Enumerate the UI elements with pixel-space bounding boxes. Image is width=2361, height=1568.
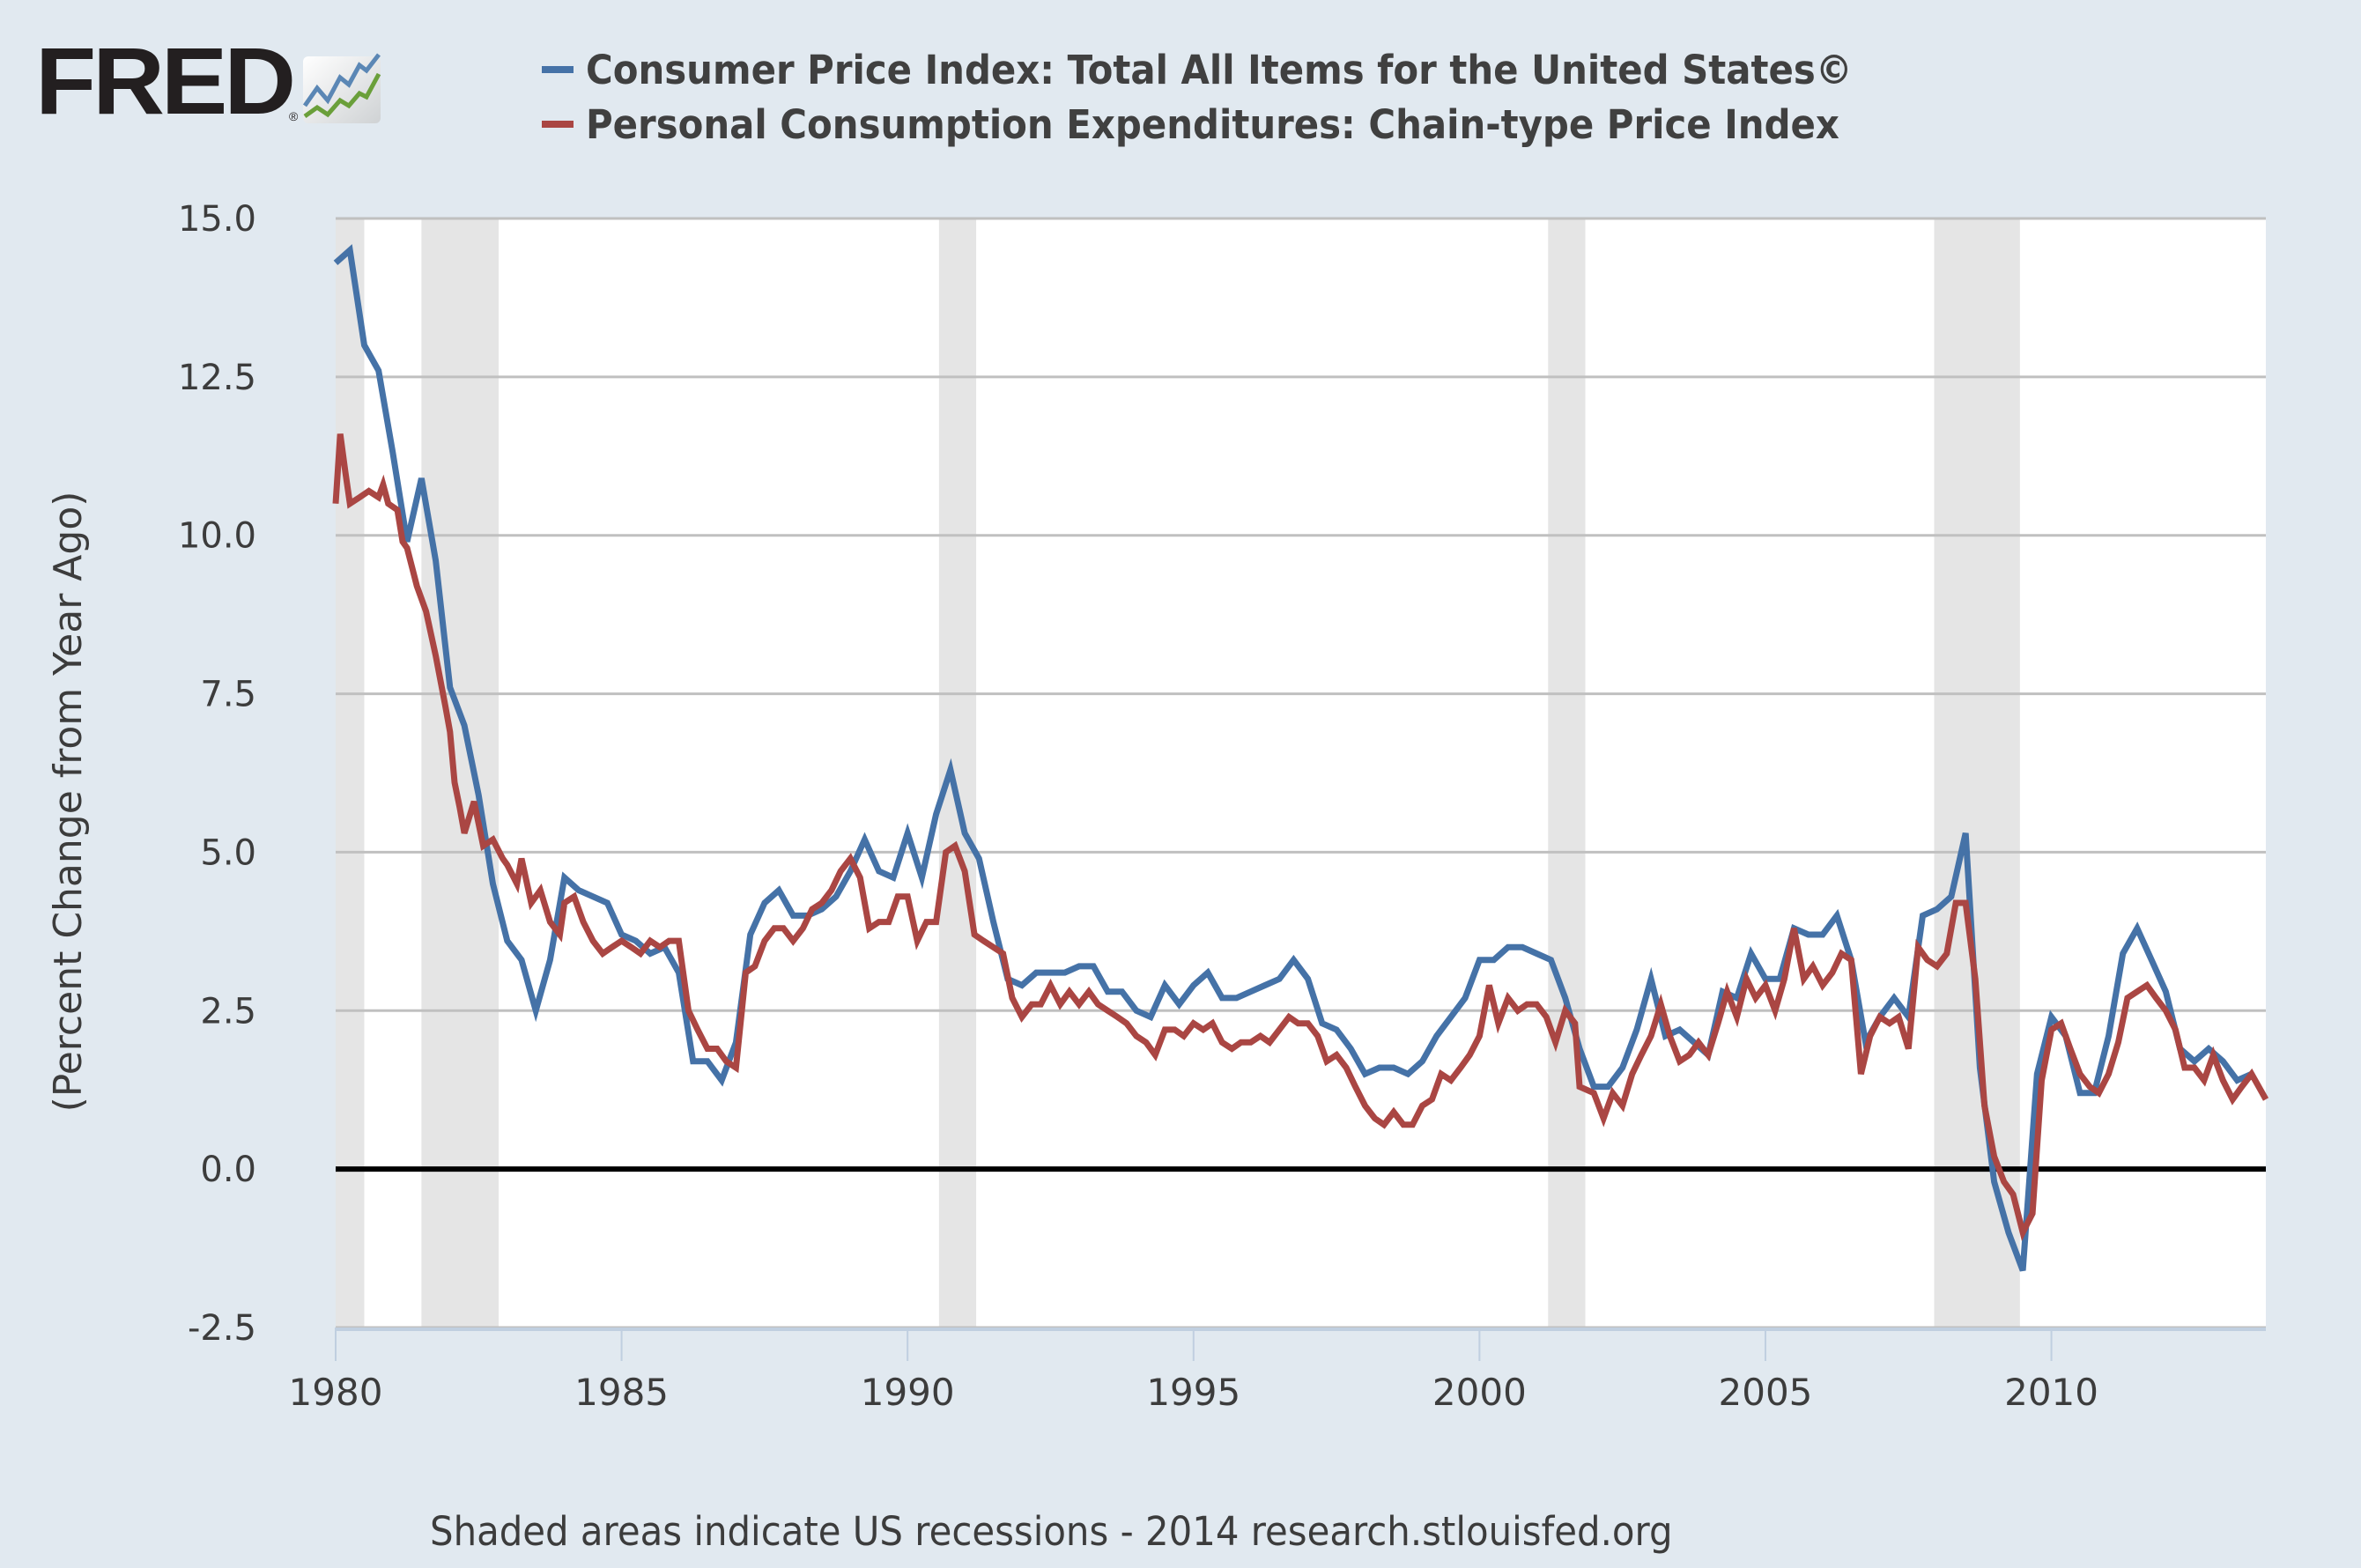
x-tick-label: 2005 xyxy=(1719,1371,1813,1414)
legend-item-pce[interactable]: Personal Consumption Expenditures: Chain… xyxy=(542,97,1948,152)
legend-swatch-pce xyxy=(542,121,574,128)
chart-legend: Consumer Price Index: Total All Items fo… xyxy=(542,42,1948,152)
fred-logo: FRED ® xyxy=(35,33,382,129)
recession-shading xyxy=(336,218,2020,1328)
fred-logo-text: FRED xyxy=(35,27,296,134)
axes: -2.5 0.0 2.5 5.0 7.5 10.0 12.5 15.0 1980 1985 1990… xyxy=(178,199,2266,1414)
x-tick-label: 1995 xyxy=(1146,1371,1240,1414)
series-line-cpi xyxy=(333,244,2254,1272)
recession-band xyxy=(1548,218,1586,1328)
recession-band xyxy=(336,218,365,1328)
series-line-pce xyxy=(332,433,2269,1241)
y-tick-label: 10.0 xyxy=(178,516,256,557)
y-tick-label: 2.5 xyxy=(200,991,256,1032)
legend-label-cpi: Consumer Price Index: Total All Items fo… xyxy=(586,46,1853,93)
legend-item-cpi[interactable]: Consumer Price Index: Total All Items fo… xyxy=(542,42,1948,97)
x-tick-label: 1985 xyxy=(574,1371,669,1414)
y-tick-label: 0.0 xyxy=(200,1150,256,1190)
axis-labels: (Percent Change from Year Ago) xyxy=(46,492,91,1113)
x-tick-label: 1990 xyxy=(861,1371,955,1414)
y-axis-label: (Percent Change from Year Ago) xyxy=(46,492,91,1113)
y-tick-label: 5.0 xyxy=(200,832,256,873)
x-tick-label: 2010 xyxy=(2004,1371,2098,1414)
y-tick-label: 12.5 xyxy=(178,358,256,398)
series-lines xyxy=(332,244,2269,1272)
recession-footnote: Shaded areas indicate US recessions - 20… xyxy=(430,1508,1673,1555)
recession-band xyxy=(938,218,977,1328)
registered-mark: ® xyxy=(289,109,299,123)
chart-logo-icon xyxy=(303,53,381,123)
legend-label-pce: Personal Consumption Expenditures: Chain… xyxy=(586,100,1839,148)
y-tick-label: -2.5 xyxy=(188,1308,256,1349)
y-tick-label: 15.0 xyxy=(178,199,256,240)
recession-band xyxy=(1934,218,2020,1328)
x-tick-label: 1980 xyxy=(289,1371,383,1414)
legend-swatch-cpi xyxy=(542,66,574,73)
y-tick-label: 7.5 xyxy=(200,675,256,715)
recession-band xyxy=(421,218,500,1328)
x-tick-label: 2000 xyxy=(1432,1371,1527,1414)
